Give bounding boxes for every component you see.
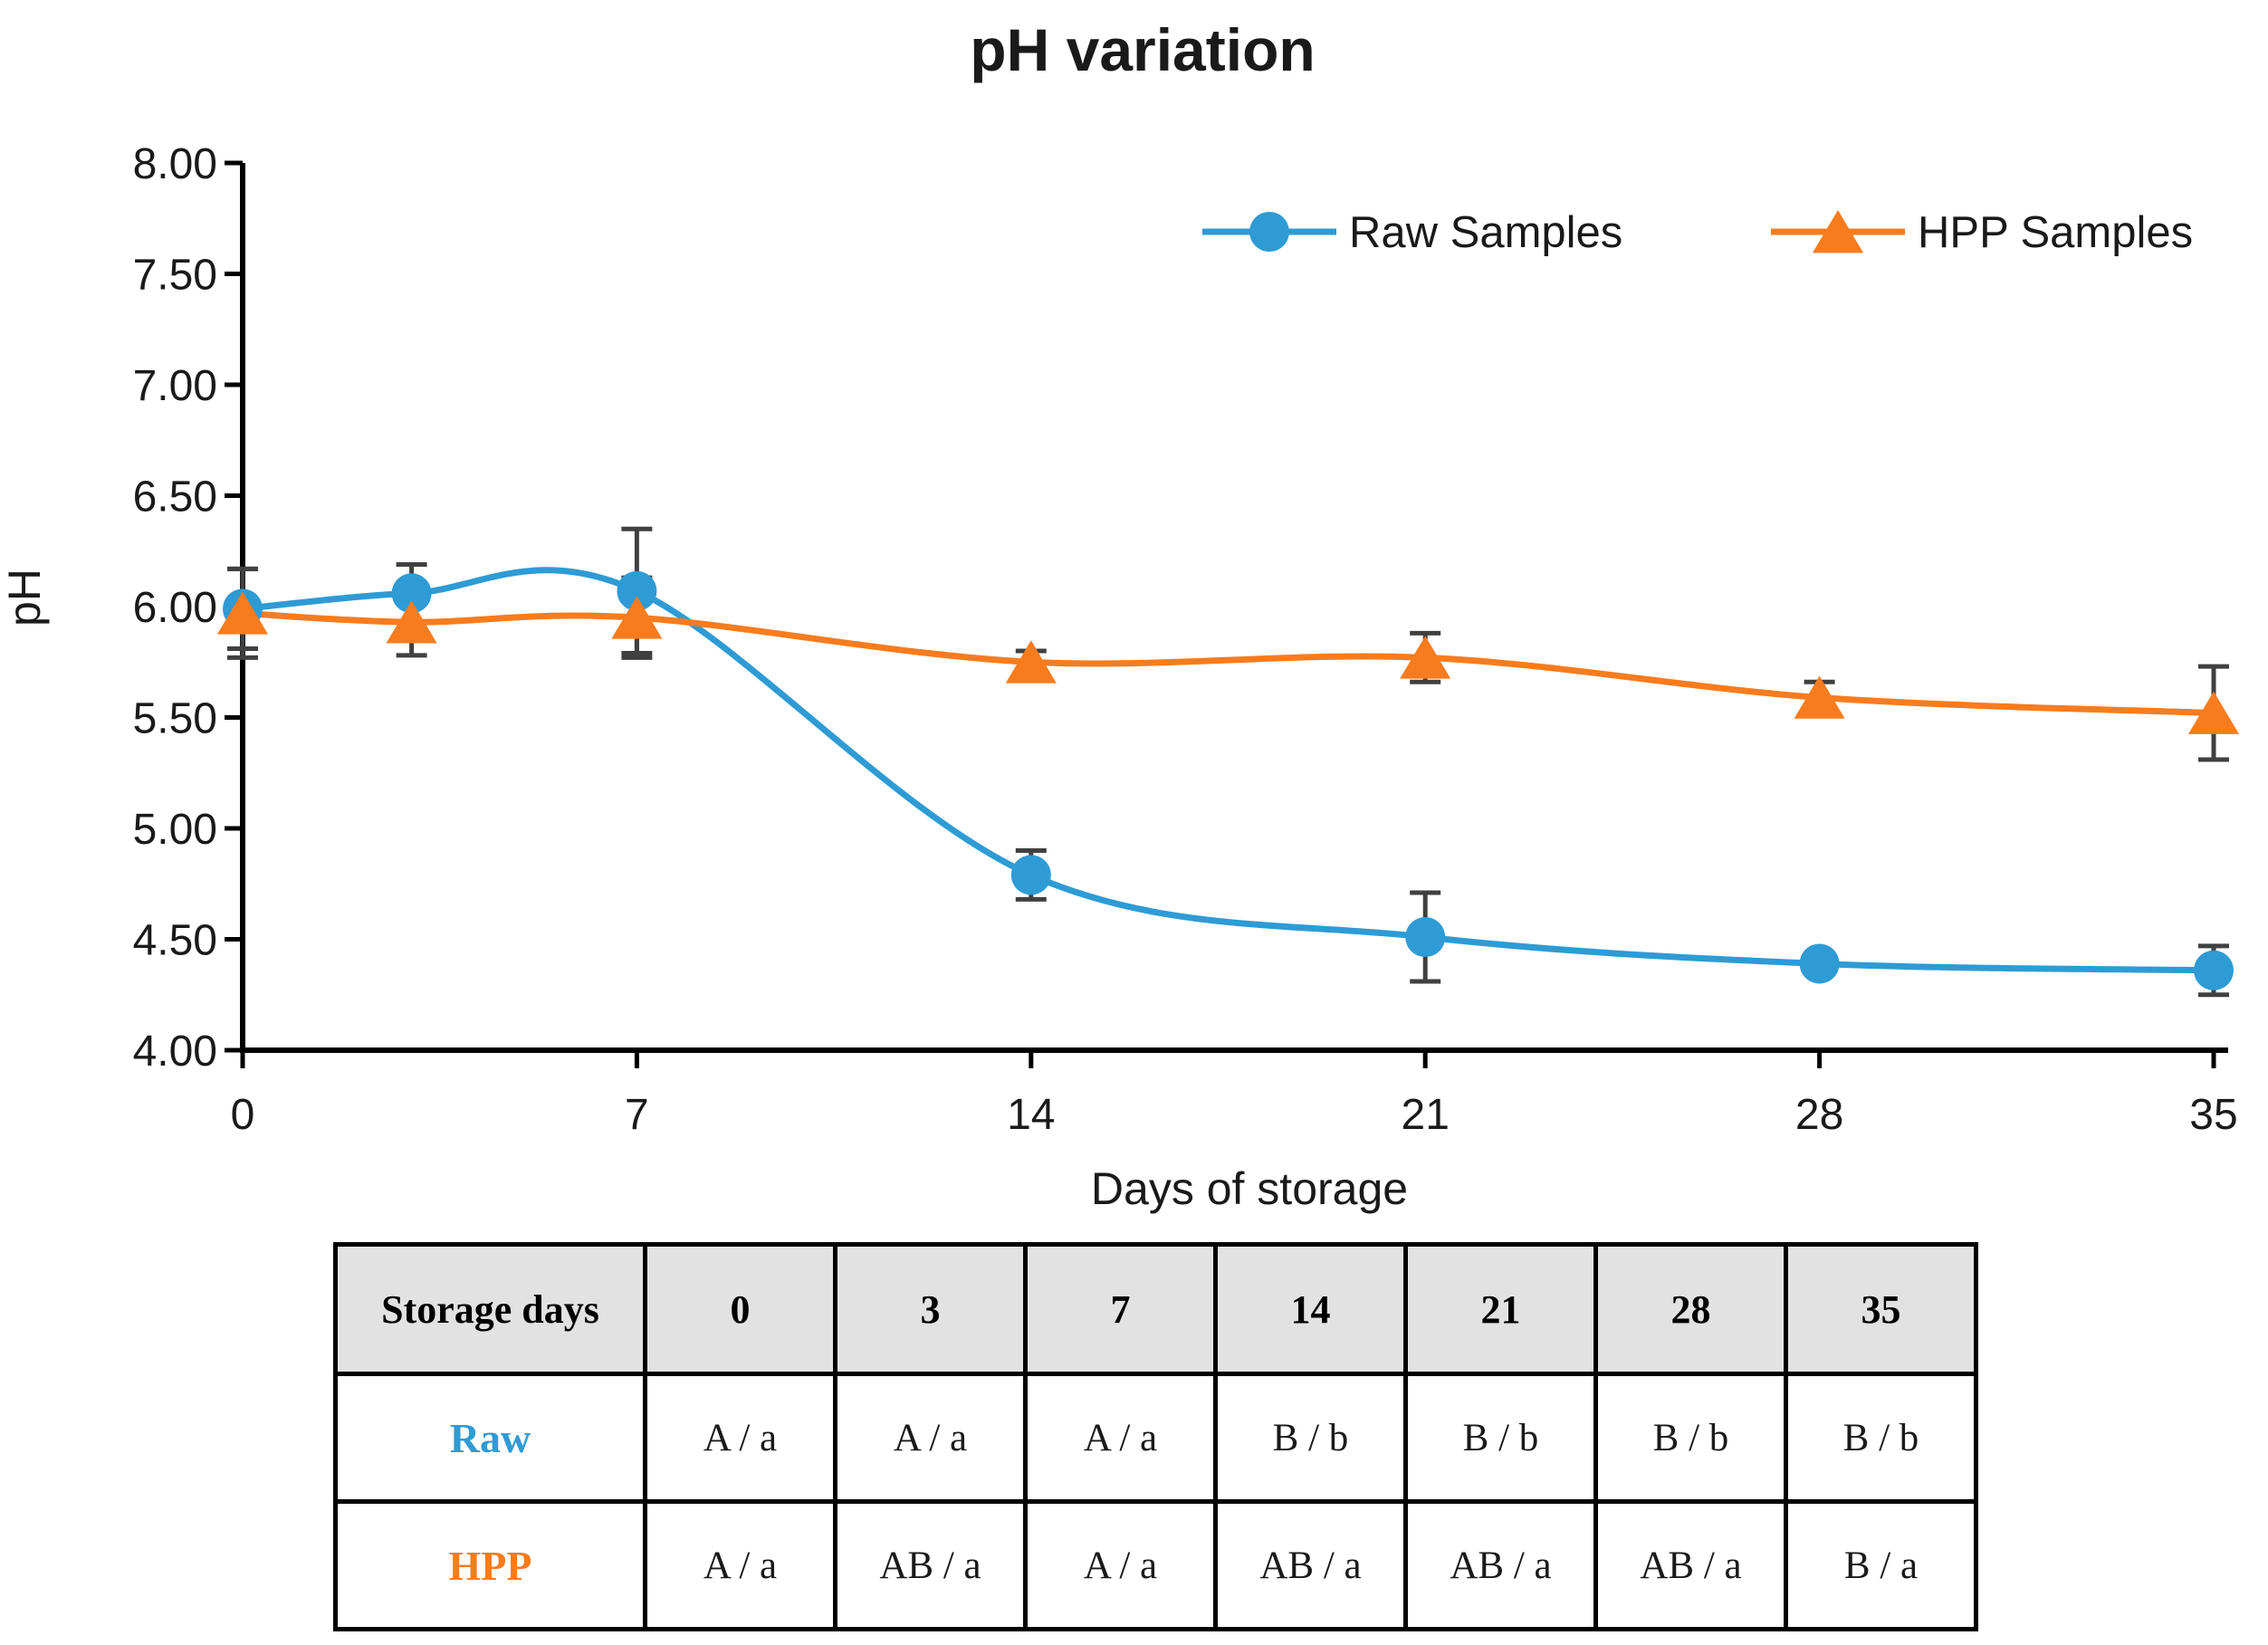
hpp-data-point-marker bbox=[216, 591, 269, 635]
significance-cell: A / a bbox=[1023, 1372, 1218, 1504]
raw-data-point-marker bbox=[391, 573, 432, 614]
y-tick-label: 5.50 bbox=[133, 695, 217, 743]
y-tick-label: 4.00 bbox=[133, 1028, 217, 1076]
x-tick-label: 28 bbox=[1795, 1091, 1843, 1139]
raw-data-point-marker bbox=[2194, 950, 2234, 990]
legend-item-hpp: HPP Samples bbox=[1771, 208, 2193, 257]
y-tick-label: 5.00 bbox=[133, 806, 217, 854]
raw-data-point-marker bbox=[1405, 917, 1446, 958]
table-header-day-28: 28 bbox=[1593, 1242, 1788, 1376]
y-tick-label: 7.50 bbox=[133, 252, 217, 300]
hpp-data-point-marker bbox=[1400, 636, 1451, 679]
significance-cell: A / a bbox=[833, 1372, 1028, 1504]
table-header-day-14: 14 bbox=[1213, 1242, 1408, 1376]
chart-title: pH variation bbox=[970, 16, 1315, 83]
legend-label-raw: Raw Samples bbox=[1349, 208, 1622, 257]
hpp-data-point-marker bbox=[2187, 691, 2240, 734]
y-tick-label: 7.00 bbox=[133, 362, 217, 410]
y-tick-label: 4.50 bbox=[133, 917, 217, 965]
significance-cell: B / b bbox=[1784, 1372, 1978, 1504]
table-header-day-3: 3 bbox=[833, 1242, 1028, 1376]
hpp-samples-triangle-icon bbox=[1812, 210, 1864, 253]
raw-data-point-marker bbox=[1010, 855, 1051, 895]
significance-cell: AB / a bbox=[833, 1499, 1028, 1631]
hpp-data-point-marker bbox=[611, 596, 663, 639]
table-row-label-hpp: HPP bbox=[333, 1499, 647, 1631]
table-header-day-7: 7 bbox=[1023, 1242, 1218, 1376]
significance-cell: A / a bbox=[643, 1372, 837, 1504]
raw-data-point-marker bbox=[617, 570, 657, 611]
table-header-day-0: 0 bbox=[643, 1242, 837, 1376]
x-tick-label: 21 bbox=[1402, 1091, 1450, 1139]
x-tick-label: 7 bbox=[625, 1091, 649, 1139]
table-header-day-35: 35 bbox=[1784, 1242, 1978, 1376]
legend-label-hpp: HPP Samples bbox=[1918, 208, 2193, 257]
raw-data-point-marker bbox=[1799, 943, 1840, 984]
significance-cell: B / b bbox=[1593, 1372, 1788, 1504]
y-axis-title: pH bbox=[0, 569, 50, 626]
significance-cell: A / a bbox=[643, 1499, 837, 1631]
x-tick-label: 14 bbox=[1007, 1091, 1055, 1139]
legend-item-raw: Raw Samples bbox=[1202, 208, 1622, 257]
hpp-data-point-marker bbox=[1794, 675, 1845, 719]
x-axis-title: Days of storage bbox=[1091, 1163, 1408, 1214]
plot-area: 4.00 4.50 5.00 5.50 6.00 6.50 7.00 7.50 8.00 0 7 14… bbox=[133, 140, 2240, 1139]
significance-cell: A / a bbox=[1023, 1499, 1218, 1631]
x-tick-label: 0 bbox=[231, 1091, 255, 1139]
significance-cell: B / a bbox=[1784, 1499, 1978, 1631]
hpp-data-point-marker bbox=[386, 600, 437, 644]
raw-series-line bbox=[239, 567, 2217, 974]
table-row-label-raw: Raw bbox=[333, 1372, 647, 1504]
y-tick-label: 8.00 bbox=[133, 140, 217, 188]
significance-cell: B / b bbox=[1403, 1372, 1598, 1504]
significance-cell: AB / a bbox=[1593, 1499, 1788, 1631]
raw-samples-circle-icon bbox=[1249, 212, 1289, 252]
table-header-storage-days: Storage days bbox=[333, 1242, 647, 1376]
x-tick-label: 35 bbox=[2189, 1091, 2237, 1139]
hpp-data-point-marker bbox=[1005, 640, 1057, 684]
significance-cell: AB / a bbox=[1403, 1499, 1598, 1631]
y-tick-label: 6.50 bbox=[133, 473, 217, 521]
table-header-day-21: 21 bbox=[1403, 1242, 1598, 1376]
y-tick-label: 6.00 bbox=[133, 584, 217, 632]
ph-line-chart: pH variation 4.00 4.50 5.00 5.50 6.00 6.50 7.0… bbox=[0, 16, 2240, 1214]
significance-cell: AB / a bbox=[1213, 1499, 1408, 1631]
chart-legend: Raw Samples HPP Samples bbox=[1202, 208, 2193, 257]
hpp-series-line bbox=[239, 609, 2217, 717]
significance-cell: B / b bbox=[1213, 1372, 1408, 1504]
table-header-row: Storage days 0 3 7 14 21 28 35 bbox=[333, 1242, 1978, 1376]
